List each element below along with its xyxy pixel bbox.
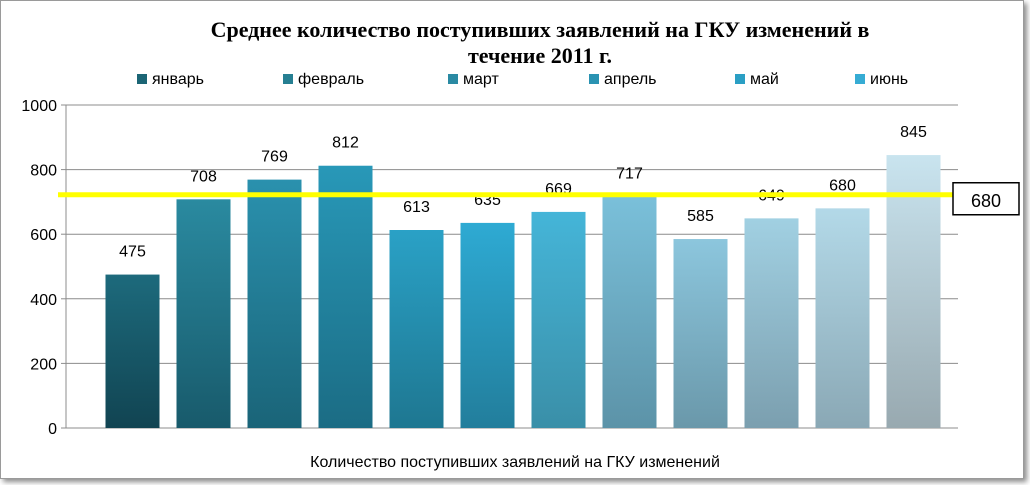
legend-entry: январь (152, 71, 204, 88)
bar (886, 155, 941, 428)
data-label: 812 (332, 135, 359, 152)
y-tick-label: 0 (48, 421, 57, 438)
legend-entry: июнь (870, 71, 908, 88)
data-label: 717 (616, 165, 643, 182)
data-label: 769 (261, 149, 288, 166)
legend-entry: февраль (298, 71, 364, 88)
data-label: 475 (119, 244, 146, 261)
legend-swatch (735, 74, 745, 84)
legend-swatch (137, 74, 147, 84)
legend-entry: апрель (604, 71, 657, 88)
bar (460, 222, 515, 428)
bar (389, 230, 444, 428)
legend-entry: май (750, 71, 779, 88)
bar (105, 274, 160, 428)
y-tick-label: 200 (30, 356, 57, 373)
bar (815, 208, 870, 428)
bar (531, 211, 586, 428)
data-label: 845 (900, 124, 927, 141)
legend-swatch (283, 74, 293, 84)
y-tick-label: 1000 (21, 98, 57, 115)
x-axis-label: Количество поступивших заявлений на ГКУ … (310, 454, 720, 471)
bar (176, 199, 231, 428)
data-label: 680 (829, 177, 856, 194)
legend-swatch (448, 74, 458, 84)
bar (673, 239, 728, 428)
data-label: 585 (687, 208, 714, 225)
chart-title-line2: течение 2011 г. (467, 43, 613, 68)
bar (318, 165, 373, 428)
y-tick-label: 600 (30, 227, 57, 244)
y-tick-label: 400 (30, 292, 57, 309)
data-label: 708 (190, 168, 217, 185)
bar (744, 218, 799, 428)
legend-swatch (855, 74, 865, 84)
legend-swatch (589, 74, 599, 84)
bar (602, 196, 657, 428)
chart-title-line1: Среднее количество поступивших заявлений… (210, 17, 870, 42)
y-tick-label: 800 (30, 163, 57, 180)
bar (247, 179, 302, 428)
reference-label: 680 (971, 191, 1001, 211)
legend-entry: март (463, 71, 499, 88)
data-label: 613 (403, 199, 430, 216)
reference-label-box (952, 182, 1020, 216)
